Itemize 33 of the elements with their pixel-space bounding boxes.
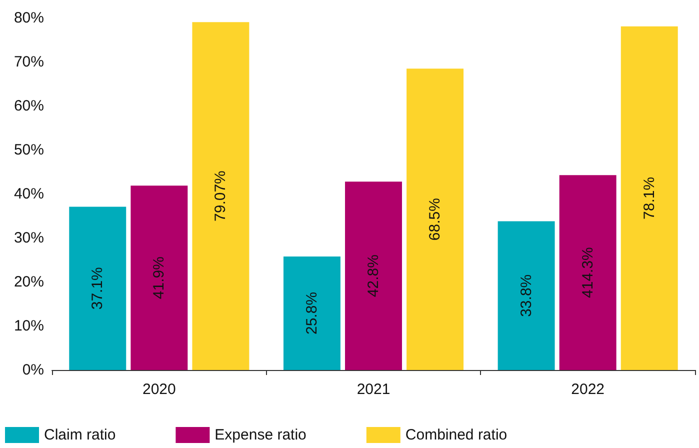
bar [406, 68, 464, 370]
bar [283, 256, 340, 370]
x-tick-label: 2021 [356, 381, 390, 398]
y-tick-label: 80% [14, 10, 44, 26]
data-label: 42.8% [365, 254, 382, 298]
data-label: 33.8% [518, 274, 535, 317]
data-label: 37.1% [89, 267, 106, 310]
bar [559, 175, 616, 370]
y-tick-label: 10% [14, 318, 44, 334]
bar [192, 22, 250, 370]
y-tick-label: 0% [22, 362, 44, 378]
y-tick-label: 50% [14, 142, 44, 158]
data-label: 68.5% [426, 198, 444, 241]
x-tick-label: 2020 [142, 381, 176, 398]
bar [130, 186, 188, 370]
data-label: 79.07% [212, 170, 230, 222]
data-label: 25.8% [303, 292, 320, 335]
bar [620, 26, 678, 370]
data-label: 41.9% [150, 256, 168, 300]
bar [345, 182, 402, 370]
y-tick-label: 20% [14, 274, 44, 290]
annotation: 414.3% [579, 247, 596, 298]
y-tick-label: 40% [14, 186, 44, 202]
legend-label: Claim ratio [44, 426, 116, 444]
legend-label: Combined ratio [405, 426, 508, 444]
y-tick-label: 70% [14, 54, 44, 70]
bar [69, 206, 126, 370]
y-tick-label: 30% [14, 230, 44, 246]
x-tick-label: 2022 [571, 381, 605, 398]
legend-label: Expense ratio [214, 426, 306, 444]
bar [498, 221, 555, 370]
data-label: 78.1% [640, 176, 658, 220]
y-tick-label: 60% [14, 98, 44, 114]
